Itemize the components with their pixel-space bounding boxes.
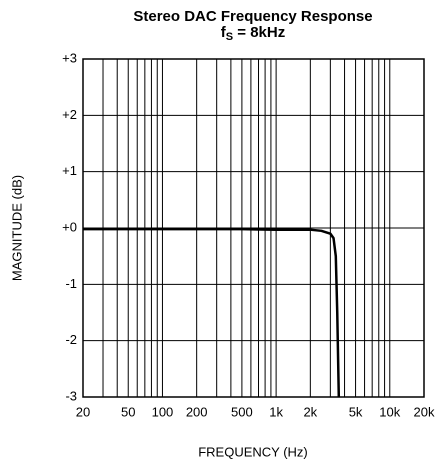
y-tick-label: +2 [62,107,77,122]
x-tick-label: 2k [303,404,317,419]
chart-subtitle: fS = 8kHz [221,24,285,43]
x-tick-label: 20k [414,404,435,419]
subtitle-sub: S [226,31,233,43]
x-tick-label: 1k [269,404,283,419]
y-tick-label: -3 [65,388,77,403]
x-tick-label: 10k [379,404,400,419]
subtitle-rest: = 8kHz [233,24,285,41]
x-tick-label: 200 [186,404,208,419]
y-axis-label: MAGNITUDE (dB) [9,175,24,281]
y-tick-label: -1 [65,276,77,291]
x-tick-label: 5k [349,404,363,419]
y-tick-label: +3 [62,50,77,65]
x-axis-label: FREQUENCY (Hz) [198,444,308,459]
x-tick-label: 100 [152,404,174,419]
y-tick-label: +0 [62,219,77,234]
y-tick-label: -2 [65,332,77,347]
x-tick-label: 50 [121,404,135,419]
x-tick-label: 20 [76,404,90,419]
chart-title: Stereo DAC Frequency Response [133,8,372,25]
line-series [83,227,341,398]
y-tick-label: +1 [62,163,77,178]
subtitle-main: f [221,24,227,41]
x-tick-label: 500 [231,404,253,419]
